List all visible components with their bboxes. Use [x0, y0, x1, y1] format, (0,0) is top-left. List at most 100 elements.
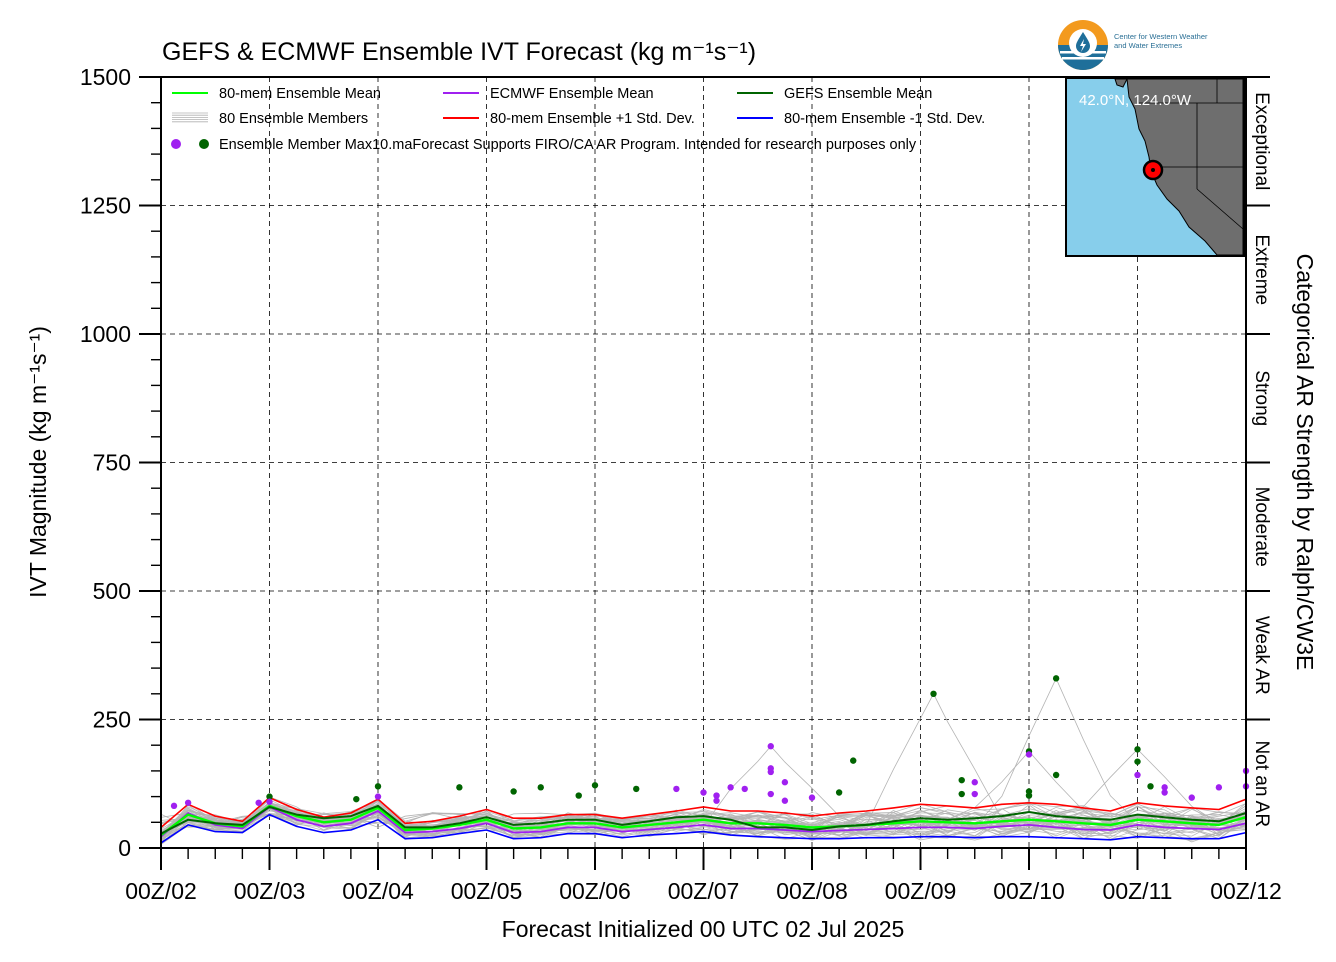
- y-tick-label: 1250: [80, 193, 131, 219]
- member-max-point: [1188, 794, 1195, 801]
- member-max-point: [374, 793, 382, 800]
- x-tick-label: 00Z/04: [342, 878, 414, 904]
- member-max-point: [1025, 792, 1033, 799]
- x-tick-label: 00Z/09: [885, 878, 957, 904]
- member-max-point: [1134, 746, 1141, 753]
- inset-coordinate-label: 42.0°N, 124.0°W: [1079, 92, 1192, 109]
- x-tick-label: 00Z/02: [125, 878, 197, 904]
- member-max-point: [971, 790, 978, 798]
- category-label: Strong: [1251, 370, 1272, 426]
- member-max-point: [727, 784, 734, 791]
- x-tick-label: 00Z/06: [559, 878, 631, 904]
- member-max-point: [374, 783, 382, 790]
- logo-text: Center for Western Weather and Water Ext…: [1114, 32, 1208, 50]
- category-label: Extreme: [1251, 234, 1272, 305]
- member-max-point: [170, 802, 178, 810]
- member-max-point: [713, 792, 720, 799]
- member-max-point: [1215, 784, 1223, 791]
- member-max-point: [266, 793, 273, 800]
- category-label: Weak AR: [1251, 616, 1272, 695]
- ensemble-member-line: [160, 745, 1247, 828]
- member-max-point: [808, 794, 816, 801]
- member-max-points: [170, 675, 1250, 810]
- category-label: Not an AR: [1251, 740, 1272, 827]
- y-axis-title: IVT Magnitude (kg m⁻¹s⁻¹): [25, 326, 51, 598]
- x-tick-label: 00Z/05: [451, 878, 523, 904]
- member-max-point: [353, 795, 360, 803]
- y-tick-label: 250: [93, 707, 131, 733]
- logo-line-2: and Water Extremes: [1114, 41, 1183, 50]
- cw3e-logo: Center for Western Weather and Water Ext…: [1056, 18, 1246, 74]
- legend-label: 80-mem Ensemble +1 Std. Dev.: [490, 111, 695, 127]
- member-max-point: [930, 690, 937, 697]
- series-line-gefs-ensemble-mean: [160, 804, 1247, 835]
- legend: 80-mem Ensemble Mean ECMWF Ensemble Mean G…: [171, 86, 985, 153]
- inset-map-svg: 42.0°N, 124.0°W: [1067, 79, 1243, 255]
- member-max-point: [767, 743, 774, 750]
- member-max-point: [958, 790, 965, 798]
- member-max-point: [184, 799, 192, 806]
- x-tick-label: 00Z/07: [668, 878, 740, 904]
- series-lines: [160, 796, 1247, 844]
- member-max-point: [510, 788, 517, 795]
- series-line-ecmwf-ensemble-mean: [160, 806, 1247, 838]
- legend-label: 80 Ensemble Members: [219, 111, 368, 127]
- ensemble-member-line: [160, 748, 1247, 828]
- legend-label: 80-mem Ensemble -1 Std. Dev.: [784, 111, 985, 127]
- y-tick-label: 1000: [80, 321, 131, 347]
- right-axis-title: Categorical AR Strength by Ralph/CW3E: [1292, 254, 1318, 671]
- member-max-point: [713, 797, 720, 804]
- grid: [161, 77, 1246, 848]
- member-max-point: [591, 782, 599, 789]
- legend-gefs-dot: [199, 139, 209, 149]
- y-tick-label: 750: [93, 450, 131, 476]
- member-max-point: [1134, 771, 1141, 779]
- member-max-point: [767, 790, 774, 798]
- axes: 0 250 500 750 1000 1250 1500 00Z/02 00Z/03 00Z/04…: [80, 64, 1282, 904]
- member-max-point: [700, 789, 707, 796]
- location-inset-map: 42.0°N, 124.0°W: [1065, 77, 1245, 257]
- cw3e-water-drop-icon: [1058, 20, 1108, 70]
- x-tick-label: 00Z/12: [1210, 878, 1282, 904]
- y-tick-label: 1500: [80, 64, 131, 90]
- y-tick-label: 0: [118, 835, 131, 861]
- member-max-point: [575, 792, 582, 799]
- member-max-point: [1161, 784, 1168, 791]
- member-max-point: [633, 785, 640, 793]
- member-max-point: [255, 799, 262, 806]
- member-max-point: [781, 797, 789, 804]
- member-max-point: [958, 776, 965, 784]
- category-label: Exceptional: [1251, 92, 1272, 190]
- member-max-point: [741, 785, 748, 793]
- legend-label: GEFS Ensemble Mean: [784, 86, 932, 102]
- legend-ecmwf-dot: [171, 139, 181, 149]
- series-line-80-mem-ensemble-1-std-dev-: [160, 796, 1247, 829]
- member-max-point: [767, 768, 774, 776]
- x-tick-label: 00Z/03: [234, 878, 306, 904]
- x-tick-label: 00Z/08: [776, 878, 848, 904]
- legend-label: ECMWF Ensemble Mean: [490, 86, 654, 102]
- member-max-point: [971, 779, 978, 786]
- x-axis-title: Forecast Initialized 00 UTC 02 Jul 2025: [502, 916, 905, 942]
- member-max-point: [673, 785, 680, 793]
- member-max-point: [1134, 758, 1141, 765]
- member-max-point: [537, 784, 544, 791]
- x-tick-label: 00Z/10: [993, 878, 1065, 904]
- member-max-point: [266, 798, 273, 805]
- category-label: Moderate: [1251, 487, 1272, 567]
- series-line-80-mem-ensemble-1-std-dev-: [160, 813, 1247, 844]
- member-max-point: [1161, 789, 1168, 796]
- member-max-point: [1052, 771, 1060, 779]
- x-tick-label: 00Z/11: [1103, 878, 1173, 904]
- member-max-point: [1147, 783, 1154, 790]
- chart-title: GEFS & ECMWF Ensemble IVT Forecast (kg m…: [162, 38, 756, 66]
- member-max-point: [1052, 675, 1060, 682]
- logo-line-1: Center for Western Weather: [1114, 32, 1208, 41]
- ensemble-member-line: [160, 692, 1247, 828]
- member-max-point: [456, 784, 463, 791]
- series-line-80-mem-ensemble-mean: [160, 804, 1247, 837]
- member-max-point: [850, 757, 857, 764]
- member-max-point: [781, 779, 789, 786]
- legend-label: Ensemble Member Max10.maForecast Support…: [219, 137, 917, 153]
